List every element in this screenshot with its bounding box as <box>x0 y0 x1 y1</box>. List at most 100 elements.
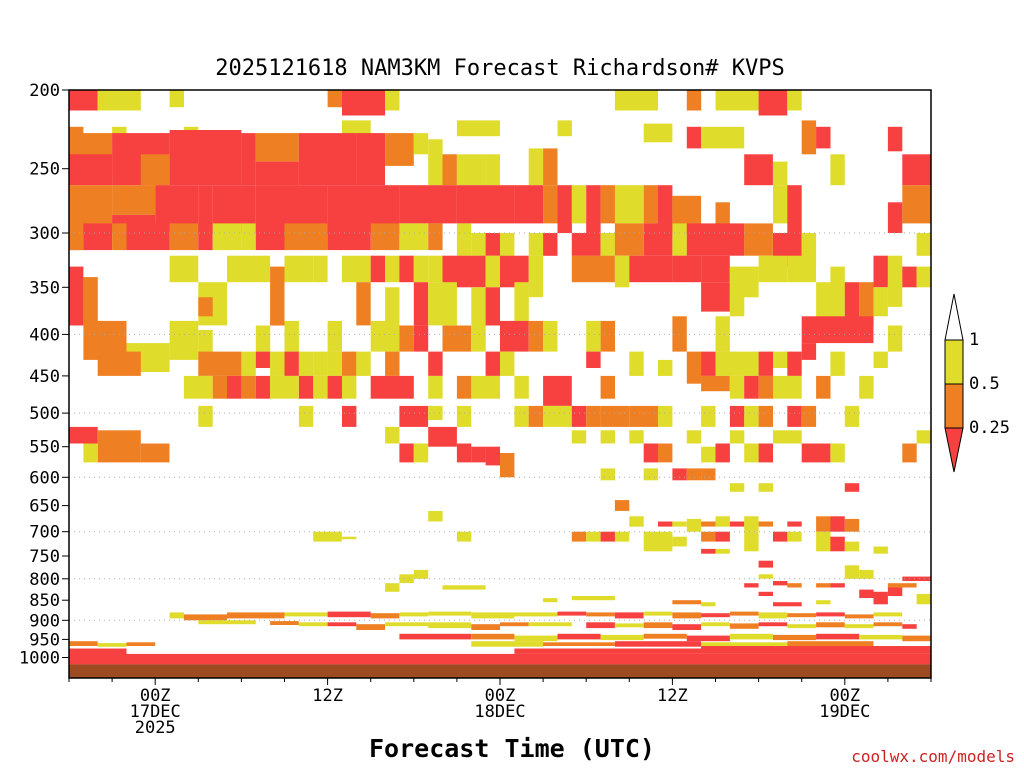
heatmap-cell <box>873 612 903 617</box>
heatmap-cell <box>729 287 745 317</box>
heatmap-cell <box>887 255 903 288</box>
y-tick-label: 750 <box>29 547 60 567</box>
heatmap-cell <box>528 320 544 352</box>
heatmap-cell <box>543 598 558 603</box>
heatmap-cell <box>356 624 385 630</box>
heatmap-cell <box>413 443 429 463</box>
y-tick-label: 600 <box>29 468 60 488</box>
y-tick-label: 1000 <box>19 649 60 669</box>
heatmap-cell <box>715 516 730 527</box>
heatmap-cell <box>399 255 414 283</box>
x-tick-label: 12Z <box>657 686 688 706</box>
heatmap-cell <box>859 282 874 326</box>
heatmap-cell <box>385 351 400 376</box>
heatmap-cell <box>672 612 702 619</box>
heatmap-cell <box>873 546 888 554</box>
heatmap-cell <box>183 614 227 621</box>
heatmap-cell <box>859 634 903 640</box>
heatmap-cell <box>327 375 342 399</box>
heatmap-cell <box>198 297 213 317</box>
heatmap-cell <box>327 223 371 251</box>
heatmap-cell <box>284 223 328 251</box>
heatmap-cell <box>758 375 773 399</box>
heatmap-cell <box>600 468 615 481</box>
heatmap-cell <box>701 613 730 618</box>
heatmap-cell <box>658 185 673 233</box>
heatmap-cell <box>169 255 199 283</box>
heatmap-cell <box>571 531 587 542</box>
heatmap-cell <box>586 351 601 368</box>
heatmap-cell <box>428 426 457 447</box>
heatmap-cell <box>471 233 486 256</box>
heatmap-cell <box>543 233 558 256</box>
heatmap-cell <box>456 185 515 224</box>
heatmap-cell <box>830 154 845 186</box>
heatmap-cell <box>600 233 615 256</box>
x-tick-label: 18DEC <box>474 702 525 722</box>
heatmap-cell <box>241 375 256 399</box>
heatmap-cell <box>816 375 831 399</box>
heatmap-cell <box>614 185 644 224</box>
legend-swatch-mid <box>944 383 964 429</box>
heatmap-cell <box>916 593 931 605</box>
heatmap-cell <box>701 351 716 376</box>
heatmap-cell <box>672 600 702 605</box>
heatmap-cell <box>198 351 242 376</box>
heatmap-cell <box>643 185 659 224</box>
heatmap-cell <box>586 612 615 617</box>
heatmap-cell <box>370 613 400 619</box>
heatmap-cell <box>816 531 831 552</box>
heatmap-cell <box>729 623 759 629</box>
heatmap-cell <box>844 282 860 326</box>
heatmap-cell <box>69 233 84 251</box>
heatmap-cell <box>385 90 400 111</box>
heatmap-cell <box>399 405 429 427</box>
heatmap-cell <box>816 126 831 149</box>
heatmap-cell <box>69 641 98 646</box>
heatmap-cell <box>715 531 730 542</box>
heatmap-cell <box>255 351 271 368</box>
heatmap-cell <box>327 351 342 376</box>
heatmap-cell <box>500 453 515 478</box>
heatmap-cell <box>859 569 874 579</box>
heatmap-cell <box>485 154 500 186</box>
x-tick-label: 19DEC <box>819 702 870 722</box>
heatmap-cell <box>342 536 357 540</box>
heatmap-cell <box>327 622 357 627</box>
heatmap-cell <box>600 185 615 224</box>
heatmap-cell <box>600 531 615 542</box>
heatmap-cell <box>514 635 558 642</box>
heatmap-cell <box>97 90 141 111</box>
heatmap-cell <box>313 351 328 376</box>
heatmap-cell <box>284 612 328 617</box>
heatmap-cell <box>514 375 529 399</box>
heatmap-cell <box>600 405 630 427</box>
heatmap-cell <box>600 375 615 399</box>
heatmap-cell <box>528 622 572 627</box>
y-tick-label: 250 <box>29 160 60 180</box>
heatmap-cell <box>543 405 558 427</box>
heatmap-cell <box>284 320 299 352</box>
heatmap-cell <box>787 185 802 233</box>
heatmap-cell <box>571 185 587 224</box>
heatmap-cell <box>844 624 874 629</box>
heatmap-cell <box>255 325 271 352</box>
heatmap-cell <box>69 154 113 186</box>
heatmap-cell <box>715 443 730 463</box>
heatmap-cell <box>816 622 845 628</box>
heatmap-cell <box>902 635 931 642</box>
heatmap-cell <box>744 583 759 588</box>
heatmap-cell <box>83 277 98 326</box>
heatmap-cell <box>672 255 702 283</box>
heatmap-cell <box>773 351 788 368</box>
heatmap-cell <box>887 583 917 588</box>
x-tick-label: 00Z <box>140 686 171 706</box>
heatmap-cell <box>485 351 500 376</box>
heatmap-cell <box>471 612 515 619</box>
chart-title: 2025121618 NAM3KM Forecast Richardson# K… <box>215 56 785 81</box>
heatmap-cell <box>500 320 529 352</box>
heatmap-cell <box>298 133 357 186</box>
heatmap-cell <box>629 516 644 527</box>
